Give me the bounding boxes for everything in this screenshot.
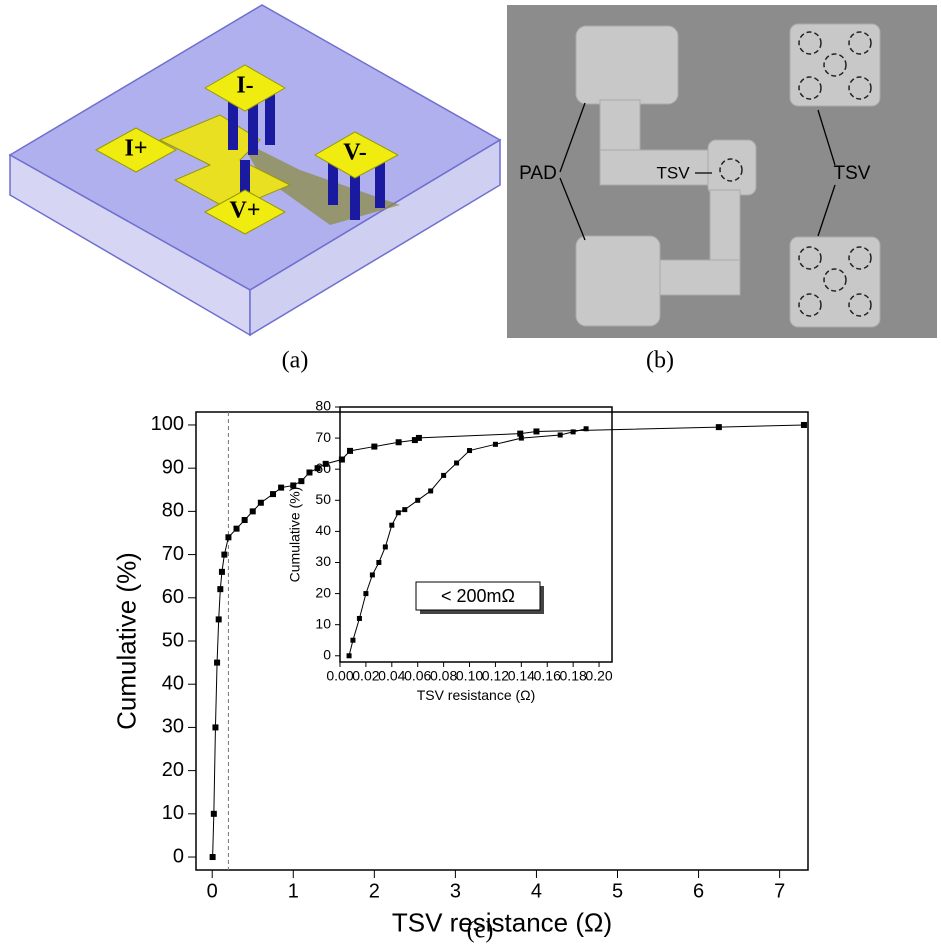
data-point bbox=[493, 442, 498, 447]
data-point bbox=[584, 426, 589, 431]
x-tick-label: 7 bbox=[774, 880, 785, 902]
x-tick-label: 0.00 bbox=[326, 668, 353, 684]
data-point bbox=[347, 448, 353, 454]
y-tick-label: 100 bbox=[151, 413, 184, 435]
data-point bbox=[376, 560, 381, 565]
data-point bbox=[270, 491, 276, 497]
data-point bbox=[716, 424, 722, 430]
data-point bbox=[210, 854, 216, 860]
y-tick-label: 90 bbox=[162, 456, 184, 478]
data-point bbox=[298, 478, 304, 484]
y-tick-label: 0 bbox=[323, 646, 331, 662]
y-tick-label: 50 bbox=[162, 629, 184, 651]
x-tick-label: 0.16 bbox=[534, 668, 561, 684]
data-point bbox=[363, 591, 368, 596]
data-point bbox=[212, 724, 218, 730]
image-label: PAD bbox=[519, 163, 557, 184]
data-point bbox=[306, 469, 312, 475]
y-tick-label: 40 bbox=[162, 672, 184, 694]
x-tick-label: 0.10 bbox=[456, 668, 483, 684]
x-tick-label: 0.20 bbox=[585, 668, 612, 684]
x-tick-label: 4 bbox=[531, 880, 542, 902]
x-tick-label: 6 bbox=[693, 880, 704, 902]
x-tick-label: 5 bbox=[612, 880, 623, 902]
data-point bbox=[221, 552, 227, 558]
data-point bbox=[571, 429, 576, 434]
y-tick-label: 70 bbox=[162, 543, 184, 565]
x-tick-label: 0.08 bbox=[430, 668, 457, 684]
data-point bbox=[519, 436, 524, 441]
data-point bbox=[396, 510, 401, 515]
diagram-a bbox=[10, 5, 500, 335]
data-point bbox=[370, 572, 375, 577]
data-point bbox=[402, 507, 407, 512]
data-point bbox=[558, 432, 563, 437]
data-point bbox=[347, 653, 352, 658]
x-axis-label: TSV resistance (Ω) bbox=[392, 908, 612, 938]
x-tick-label: 0.14 bbox=[508, 668, 535, 684]
x-tick-label: 1 bbox=[288, 880, 299, 902]
y-tick-label: 80 bbox=[315, 398, 331, 414]
x-tick-label: 0.18 bbox=[560, 668, 587, 684]
data-point bbox=[214, 660, 220, 666]
data-point bbox=[454, 460, 459, 465]
data-point bbox=[234, 526, 240, 532]
y-axis-label: Cumulative (%) bbox=[111, 552, 141, 730]
image-label: TSV bbox=[656, 163, 690, 182]
y-tick-label: 0 bbox=[173, 845, 184, 867]
data-point bbox=[441, 473, 446, 478]
data-point bbox=[250, 508, 256, 514]
x-tick-label: 3 bbox=[450, 880, 461, 902]
y-tick-label: 40 bbox=[315, 522, 331, 538]
y-tick-label: 30 bbox=[162, 716, 184, 738]
data-point bbox=[416, 435, 422, 441]
data-point bbox=[396, 439, 402, 445]
y-tick-label: 50 bbox=[315, 491, 331, 507]
y-tick-label: 60 bbox=[315, 460, 331, 476]
x-tick-label: 2 bbox=[369, 880, 380, 902]
data-point bbox=[467, 448, 472, 453]
y-tick-label: 60 bbox=[162, 586, 184, 608]
y-tick-label: 20 bbox=[315, 584, 331, 600]
figure: I- I+ V- V+ PAD TSV bbox=[0, 0, 941, 948]
image-label: TSV bbox=[834, 163, 871, 184]
data-point bbox=[350, 638, 355, 643]
y-tick-label: 70 bbox=[315, 429, 331, 445]
data-point bbox=[216, 616, 222, 622]
data-point bbox=[801, 422, 807, 428]
data-point bbox=[389, 523, 394, 528]
data-point bbox=[278, 485, 284, 491]
data-point bbox=[211, 811, 217, 817]
annotation: < 200mΩ bbox=[441, 586, 515, 606]
panel-label: (b) bbox=[646, 348, 674, 374]
data-point bbox=[357, 616, 362, 621]
data-point bbox=[217, 586, 223, 592]
y-tick-label: 20 bbox=[162, 759, 184, 781]
y-tick-label: 30 bbox=[315, 553, 331, 569]
x-tick-label: 0 bbox=[207, 880, 218, 902]
sem-image: PAD TSV TSV bbox=[507, 5, 937, 338]
data-point bbox=[242, 517, 248, 523]
data-point bbox=[219, 569, 225, 575]
data-point bbox=[533, 428, 539, 434]
data-point bbox=[428, 488, 433, 493]
plot-frame bbox=[196, 412, 808, 870]
y-tick-label: 10 bbox=[315, 615, 331, 631]
data-point bbox=[258, 500, 264, 506]
x-tick-label: 0.12 bbox=[482, 668, 509, 684]
x-tick-label: 0.04 bbox=[378, 668, 405, 684]
y-axis-label: Cumulative (%) bbox=[287, 487, 303, 583]
x-tick-label: 0.06 bbox=[404, 668, 431, 684]
x-axis-label: TSV resistance (Ω) bbox=[417, 687, 536, 703]
data-point bbox=[383, 544, 388, 549]
panel-label: (a) bbox=[282, 348, 309, 374]
y-tick-label: 80 bbox=[162, 500, 184, 522]
x-tick-label: 0.02 bbox=[352, 668, 379, 684]
data-point bbox=[225, 534, 231, 540]
data-point bbox=[371, 444, 377, 450]
data-point bbox=[415, 498, 420, 503]
y-tick-label: 10 bbox=[162, 802, 184, 824]
